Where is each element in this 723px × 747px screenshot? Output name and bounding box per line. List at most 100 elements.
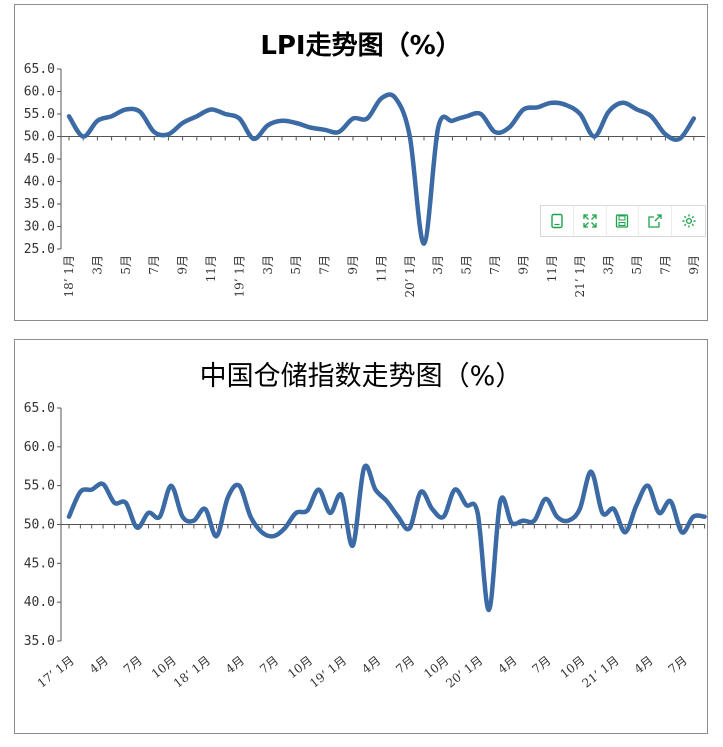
data-point [196, 115, 198, 118]
data-point [431, 508, 434, 510]
data-point [613, 508, 615, 510]
x-tick-label: 4月 [632, 653, 656, 676]
data-point [607, 110, 610, 113]
y-tick-label: 60.0 [24, 85, 55, 100]
x-tick-label: 9月 [176, 255, 190, 275]
data-point [147, 512, 150, 514]
data-point [125, 108, 127, 111]
x-tick-label: 11月 [204, 255, 218, 282]
data-point [224, 113, 226, 115]
data-point [647, 484, 649, 487]
y-tick-label: 35.0 [24, 197, 55, 212]
data-point [465, 115, 468, 118]
x-tick-label: 9月 [346, 255, 360, 275]
data-point [508, 126, 511, 129]
data-point [374, 488, 377, 491]
data-point [351, 544, 354, 547]
data-point [238, 484, 241, 487]
y-tick-label: 65.0 [24, 401, 55, 416]
x-tick-label: 7月 [393, 653, 417, 676]
y-tick-label: 45.0 [24, 152, 55, 167]
x-tick-label: 19’ 1月 [307, 653, 349, 690]
data-point [329, 512, 331, 514]
data-point [386, 500, 388, 502]
data-point [193, 519, 195, 522]
data-point [281, 119, 283, 122]
x-tick-label: 9月 [687, 255, 701, 275]
y-tick-label: 50.0 [24, 518, 55, 533]
chart-title: 中国仓储指数走势图（%） [199, 361, 523, 392]
warehouse-index-chart-panel: 中国仓储指数走势图（%） 65.0 60.0 55.0 50.0 45.0 40.0 35.… [14, 339, 708, 734]
data-point [113, 501, 116, 504]
data-point [153, 131, 155, 133]
x-tick-label: 21’ 1月 [573, 255, 587, 298]
data-point [636, 108, 638, 111]
tablet-icon[interactable] [541, 206, 574, 236]
data-point [68, 115, 70, 118]
data-point [437, 126, 440, 129]
settings-icon[interactable] [672, 206, 705, 236]
data-point [110, 115, 113, 118]
x-tick-label: 21’ 1月 [580, 653, 622, 690]
data-point [565, 104, 567, 106]
x-tick-label: 9月 [516, 255, 530, 275]
x-tick-label: 5月 [630, 255, 644, 275]
y-tick-label: 25.0 [24, 242, 55, 257]
data-point [442, 515, 445, 518]
data-point [510, 522, 513, 524]
data-point [522, 519, 524, 522]
x-tick-label: 7月 [488, 255, 502, 275]
data-point [476, 512, 479, 514]
data-point [635, 504, 638, 506]
data-point [593, 135, 596, 138]
data-point [181, 515, 184, 518]
series-line [66, 92, 697, 246]
share-icon[interactable] [639, 206, 673, 236]
x-tick-label: 7月 [121, 653, 145, 676]
data-point [533, 519, 536, 522]
data-point [338, 131, 340, 133]
data-point [658, 512, 660, 514]
lpi-chart-plot: 65.0 60.0 55.0 50.0 45.0 40.0 35.0 30.0 25.0 18’ … [24, 62, 705, 298]
data-point [309, 126, 312, 129]
x-tick-label: 4月 [223, 653, 247, 676]
y-tick-label: 30.0 [24, 220, 55, 235]
x-tick-label: 7月 [666, 653, 690, 676]
x-tick-label: 7月 [147, 255, 161, 275]
warehouse-index-chart-plot: 65.060.055.050.045.040.035.017’ 1月 4月 7月 10… [24, 401, 707, 691]
data-point [68, 515, 70, 518]
x-tick-label: 5月 [119, 255, 133, 275]
save-icon[interactable] [607, 206, 640, 236]
y-tick-label: 65.0 [24, 62, 55, 77]
data-point [650, 115, 652, 118]
data-point [215, 535, 218, 537]
x-tick-label: 11月 [374, 255, 388, 282]
data-point [352, 117, 354, 120]
data-point [409, 135, 411, 138]
data-point [494, 131, 496, 133]
x-tick-label: 19’ 1月 [232, 255, 246, 298]
data-point [295, 512, 297, 514]
fullscreen-icon[interactable] [574, 206, 607, 236]
x-tick-label: 7月 [658, 255, 672, 275]
data-point [678, 137, 681, 140]
data-point [139, 110, 141, 113]
data-point [692, 515, 695, 518]
data-point [703, 515, 706, 518]
data-point [90, 488, 93, 491]
x-tick-label: 4月 [359, 653, 383, 676]
data-point [96, 119, 99, 122]
data-point [340, 494, 343, 496]
data-point [536, 106, 539, 109]
y-tick-label: 50.0 [24, 130, 55, 145]
y-tick-label: 60.0 [24, 440, 55, 455]
data-point [136, 526, 138, 529]
data-point [82, 135, 84, 138]
x-tick-label: 4月 [87, 653, 111, 676]
data-point [551, 101, 553, 104]
data-point [204, 508, 206, 510]
data-point [499, 500, 502, 502]
x-tick-label: 17’ 1月 [35, 653, 77, 690]
chart-title: LPI走势图（%） [260, 31, 462, 61]
data-point [681, 531, 683, 534]
